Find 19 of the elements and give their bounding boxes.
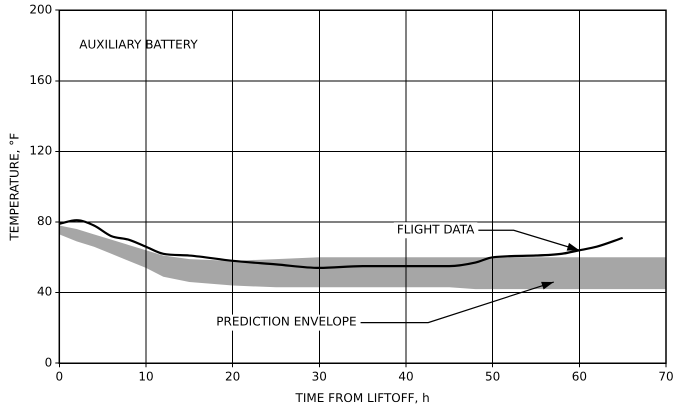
x-tick-label: 0 bbox=[55, 370, 64, 384]
x-tick-label: 70 bbox=[658, 370, 674, 384]
annotation: PREDICTION ENVELOPE bbox=[216, 314, 357, 329]
annotation: AUXILIARY BATTERY bbox=[79, 37, 198, 52]
y-tick-label: 80 bbox=[37, 214, 52, 228]
x-tick-label: 40 bbox=[398, 370, 414, 384]
x-tick-label: 10 bbox=[138, 370, 154, 384]
x-tick-label: 60 bbox=[572, 370, 587, 384]
y-tick-label: 40 bbox=[37, 284, 52, 299]
x-tick-label: 50 bbox=[485, 370, 500, 384]
y-axis-title: TEMPERATURE, °F bbox=[7, 132, 22, 242]
y-tick-label: 0 bbox=[44, 355, 52, 370]
x-axis-title: TIME FROM LIFTOFF, h bbox=[294, 390, 430, 405]
y-tick-label: 200 bbox=[29, 2, 52, 16]
y-tick-label: 160 bbox=[29, 72, 52, 87]
annotation: FLIGHT DATA bbox=[396, 222, 476, 236]
y-tick-label: 120 bbox=[29, 144, 52, 158]
x-tick-label: 20 bbox=[225, 370, 240, 384]
x-tick-label: 30 bbox=[312, 370, 327, 384]
